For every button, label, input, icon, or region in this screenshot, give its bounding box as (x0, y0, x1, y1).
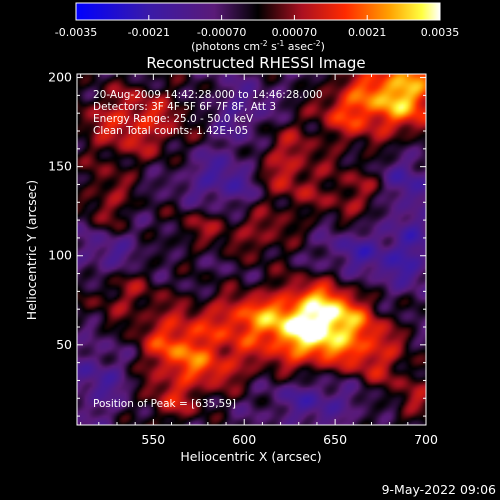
colorbar-tick-label: 0.00070 (272, 26, 318, 39)
colorbar-tick-label: 0.0035 (421, 26, 460, 39)
colorbar-unit-label: (photons cm-2 s-1 asec-2) (191, 39, 325, 53)
info-line-detectors: Detectors: 3F 4F 5F 6F 7F 8F, Att 3 (93, 101, 276, 113)
colorbar-tick-label: -0.0021 (128, 26, 170, 39)
x-tick-label: 600 (232, 432, 256, 447)
colorbar-tick-label: -0.00070 (197, 26, 246, 39)
chart-title: Reconstructed RHESSI Image (146, 54, 365, 72)
colorbar-tick-label: -0.0035 (55, 26, 97, 39)
x-tick-label: 700 (414, 432, 438, 447)
colorbar-ticks: -0.0035 -0.0021 -0.00070 0.00070 0.0021 0.003… (55, 15, 459, 39)
peak-position-label: Position of Peak = [635,59] (93, 398, 236, 410)
info-line-energy: Energy Range: 25.0 - 50.0 keV (93, 113, 254, 125)
info-overlay: 20-Aug-2009 14:42:28.000 to 14:46:28.000… (93, 89, 323, 410)
info-line-time: 20-Aug-2009 14:42:28.000 to 14:46:28.000 (93, 89, 323, 101)
x-axis-label: Heliocentric X (arcsec) (180, 449, 321, 464)
colorbar-tick-label: 0.0021 (348, 26, 387, 39)
info-line-clean: Clean Total counts: 1.42E+05 (93, 125, 248, 137)
plot-frame (76, 73, 427, 426)
x-tick-label: 650 (323, 432, 347, 447)
y-axis-label: Heliocentric Y (arcsec) (24, 180, 39, 320)
axis-ticks: 550 600 650 700 50 100 150 200 (48, 70, 438, 447)
heatmap-image (77, 74, 426, 425)
y-tick-label: 150 (48, 159, 72, 174)
y-tick-label: 100 (48, 248, 72, 263)
x-tick-label: 550 (141, 432, 165, 447)
y-tick-label: 50 (56, 337, 72, 352)
colorbar (75, 2, 441, 21)
y-tick-label: 200 (48, 70, 72, 85)
render-timestamp: 9-May-2022 09:06 (381, 482, 496, 497)
